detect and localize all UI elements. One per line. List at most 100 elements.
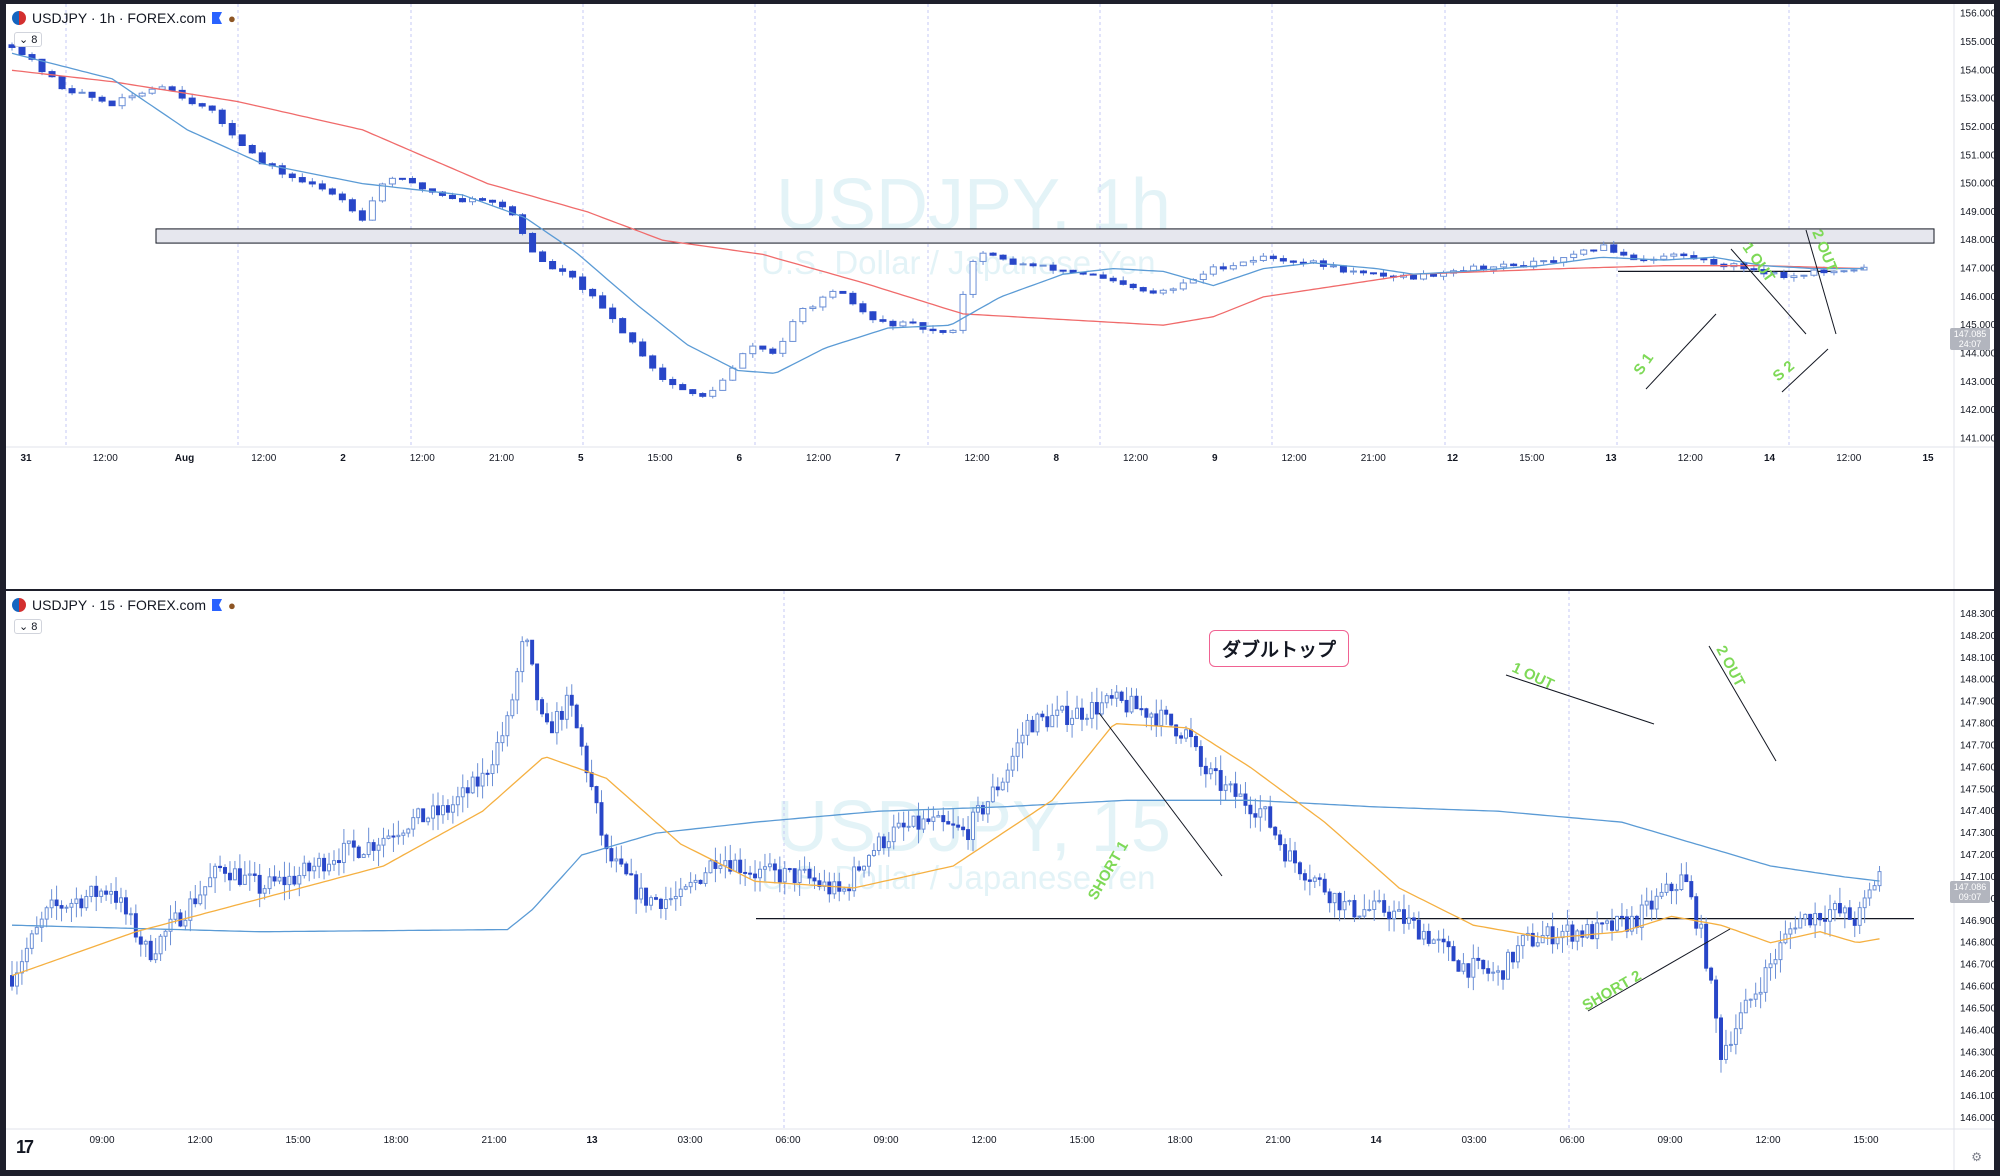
candle	[1299, 261, 1307, 264]
chart-canvas-1h[interactable]: 156.000 155.000 154.000 153.000 152.000 151.0…	[6, 4, 1994, 589]
candle	[723, 860, 728, 867]
candle	[312, 865, 317, 872]
time-tick-label: 12:00	[964, 453, 989, 464]
candle	[842, 888, 847, 892]
candle	[460, 787, 465, 798]
time-tick-label: 09:00	[873, 1135, 898, 1146]
candle	[1510, 263, 1518, 267]
candle	[827, 881, 832, 895]
time-tick-label: 12:00	[806, 453, 831, 464]
time-tick-label: 15:00	[1853, 1135, 1878, 1146]
candle	[1630, 254, 1638, 261]
flag-icon[interactable]	[212, 12, 223, 24]
candle	[495, 742, 500, 766]
candle	[500, 735, 505, 744]
collapse-toggle[interactable]: ⌄ 8	[14, 619, 43, 634]
candle	[1357, 915, 1362, 918]
candle	[1580, 249, 1588, 255]
candle	[1555, 937, 1560, 945]
candle	[371, 842, 376, 851]
price-tick-label: 147.800	[1960, 719, 1994, 730]
candle	[1700, 258, 1708, 261]
candle	[1372, 900, 1377, 911]
candle	[1055, 709, 1060, 716]
chart-canvas-15m[interactable]: 148.300 148.200 148.100 148.000 147.900 147.8…	[6, 591, 1994, 1170]
candle	[1332, 892, 1337, 904]
candle	[510, 699, 515, 717]
candle	[426, 817, 431, 823]
candle	[1614, 915, 1619, 931]
price-tick-label: 146.000	[1960, 292, 1994, 303]
price-tick-label: 153.000	[1960, 94, 1994, 105]
candle	[1750, 268, 1758, 271]
price-tick-label: 146.500	[1960, 1003, 1994, 1014]
time-tick-label: 09:00	[1657, 1135, 1682, 1146]
candle	[1570, 253, 1578, 259]
candle	[1099, 274, 1107, 279]
candle	[391, 835, 396, 838]
candle	[901, 822, 906, 828]
candle	[1307, 879, 1312, 882]
candle	[168, 918, 173, 932]
candle	[1219, 266, 1227, 270]
candle	[589, 772, 594, 788]
symbol-header[interactable]: USDJPY · 1h · FOREX.com ●	[12, 10, 236, 26]
candle	[1842, 907, 1847, 914]
symbol-header[interactable]: USDJPY · 15 · FOREX.com ●	[12, 597, 236, 613]
candle	[614, 858, 619, 862]
candle	[406, 828, 411, 834]
candle	[1733, 1028, 1738, 1045]
candle	[1788, 928, 1793, 935]
countdown: 24:07	[1958, 339, 1982, 349]
price-tick-label: 146.000	[1960, 1113, 1994, 1124]
candle	[317, 857, 322, 867]
candle	[1367, 909, 1372, 912]
candle	[262, 888, 267, 894]
gear-icon[interactable]: ⚙	[1971, 1150, 1982, 1164]
candle	[188, 898, 193, 921]
candle	[58, 76, 66, 90]
watermark-subtitle: U.S. Dollar / Japanese Yen	[761, 859, 1156, 896]
symbol-label[interactable]: USDJPY · 15 · FOREX.com	[32, 597, 207, 613]
candle	[1114, 691, 1119, 699]
candle	[599, 295, 607, 309]
candle	[1471, 957, 1476, 978]
candle	[1431, 939, 1436, 944]
candle	[133, 913, 138, 938]
time-tick-label: Aug	[175, 453, 194, 464]
candle	[1239, 261, 1247, 267]
candle	[668, 898, 673, 901]
candle	[738, 859, 743, 873]
candle	[401, 832, 406, 836]
last-price-tag: 147.085 24:07	[1950, 328, 1990, 350]
candle	[1840, 270, 1848, 273]
candle	[114, 890, 119, 903]
candle	[1689, 881, 1694, 898]
candle	[465, 787, 470, 794]
candle	[519, 214, 527, 234]
candle	[1847, 907, 1852, 920]
candle	[718, 865, 723, 869]
candle	[368, 200, 376, 221]
price-tick-label: 147.900	[1960, 697, 1994, 708]
candle	[1763, 967, 1768, 993]
candle	[909, 321, 917, 324]
candle	[1699, 923, 1704, 929]
symbol-label[interactable]: USDJPY · 1h · FOREX.com	[32, 10, 207, 26]
flag-icon[interactable]	[212, 599, 223, 611]
candle	[619, 318, 627, 334]
candle	[366, 842, 371, 856]
price-tick-label: 147.000	[1960, 264, 1994, 275]
candle	[1565, 924, 1570, 932]
candle	[490, 764, 495, 775]
candle	[1585, 924, 1590, 938]
candle	[1535, 942, 1540, 947]
collapse-toggle[interactable]: ⌄ 8	[14, 32, 43, 47]
candle	[278, 165, 286, 175]
time-tick-label: 13	[1605, 453, 1617, 464]
chart-pane-15m[interactable]: USDJPY, 15 U.S. Dollar / Japanese Yen 14…	[6, 591, 1994, 1170]
candle	[292, 875, 297, 885]
candle	[797, 869, 802, 883]
chart-pane-1h[interactable]: USDJPY, 1h U.S. Dollar / Japanese Yen 15…	[6, 4, 1994, 589]
candle	[802, 868, 807, 871]
